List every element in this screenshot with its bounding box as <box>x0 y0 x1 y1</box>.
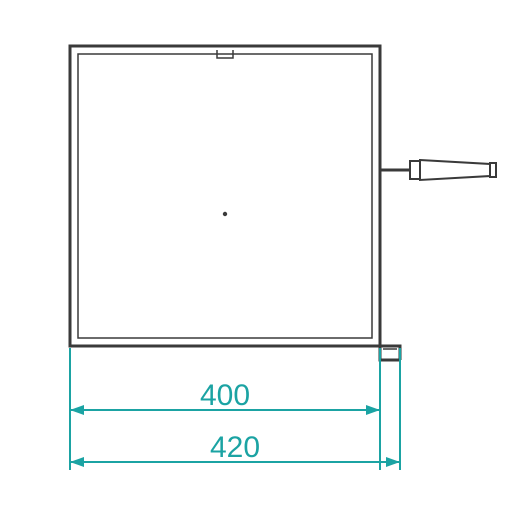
dimension-arrow <box>386 457 400 467</box>
dimension-arrow <box>70 457 84 467</box>
center-hole <box>223 212 227 216</box>
body-outer <box>70 46 380 346</box>
dimension-value: 420 <box>210 431 260 464</box>
body-inner-frame <box>78 54 372 338</box>
handle-grip <box>420 160 490 180</box>
technical-drawing: 400 420 <box>0 0 512 512</box>
dimension-arrow <box>366 405 380 415</box>
dimension-arrow <box>70 405 84 415</box>
foot-outline <box>380 346 400 360</box>
handle-cap <box>490 163 496 177</box>
dimension-value: 400 <box>200 379 250 412</box>
handle-ferrule <box>410 161 420 179</box>
